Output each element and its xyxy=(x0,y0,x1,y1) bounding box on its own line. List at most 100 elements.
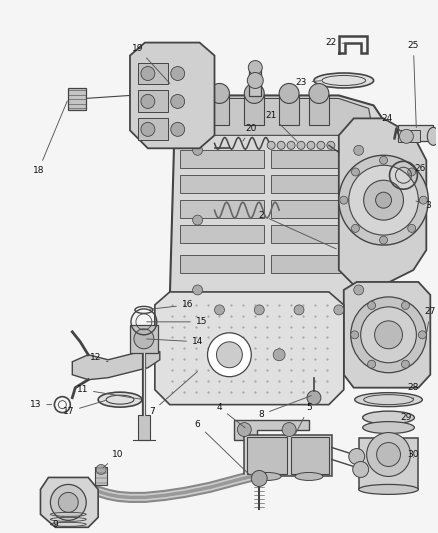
Polygon shape xyxy=(130,43,215,148)
Circle shape xyxy=(307,141,315,149)
Text: 19: 19 xyxy=(132,44,170,84)
Circle shape xyxy=(297,141,305,149)
Circle shape xyxy=(193,285,202,295)
Text: 11: 11 xyxy=(77,385,141,399)
Circle shape xyxy=(351,297,426,373)
Circle shape xyxy=(96,464,106,474)
Circle shape xyxy=(418,331,426,339)
Circle shape xyxy=(353,462,369,478)
Circle shape xyxy=(279,84,299,103)
Text: 7: 7 xyxy=(149,372,198,416)
Text: 5: 5 xyxy=(295,403,312,434)
Bar xyxy=(180,225,264,243)
Circle shape xyxy=(367,360,376,368)
Bar xyxy=(249,69,261,96)
Text: 4: 4 xyxy=(217,403,245,428)
Circle shape xyxy=(367,433,410,477)
Circle shape xyxy=(354,215,364,225)
Circle shape xyxy=(351,224,360,232)
Circle shape xyxy=(254,305,264,315)
Text: 25: 25 xyxy=(408,41,419,127)
Bar xyxy=(68,88,86,110)
Circle shape xyxy=(216,342,242,368)
Text: 12: 12 xyxy=(89,353,108,362)
Circle shape xyxy=(380,236,388,244)
Bar xyxy=(130,325,158,353)
Text: 28: 28 xyxy=(408,383,419,400)
Bar xyxy=(247,437,287,474)
Text: 27: 27 xyxy=(424,308,436,332)
Circle shape xyxy=(209,84,230,103)
Text: 15: 15 xyxy=(147,317,207,326)
Text: 8: 8 xyxy=(258,395,311,419)
Circle shape xyxy=(317,141,325,149)
Circle shape xyxy=(340,196,348,204)
Polygon shape xyxy=(155,292,344,405)
Ellipse shape xyxy=(314,73,374,88)
Circle shape xyxy=(282,423,296,437)
Circle shape xyxy=(244,84,264,103)
Bar xyxy=(138,62,168,84)
Bar xyxy=(138,415,150,440)
Circle shape xyxy=(294,305,304,315)
Text: 24: 24 xyxy=(381,114,401,132)
Bar xyxy=(399,131,420,142)
Circle shape xyxy=(208,333,251,377)
Bar xyxy=(271,255,346,273)
Bar xyxy=(271,150,346,168)
Ellipse shape xyxy=(359,484,418,495)
Bar xyxy=(95,467,107,486)
Ellipse shape xyxy=(355,393,422,407)
Text: 17: 17 xyxy=(63,400,106,416)
Circle shape xyxy=(193,146,202,155)
Circle shape xyxy=(399,130,413,143)
Circle shape xyxy=(277,141,285,149)
Circle shape xyxy=(50,484,86,520)
Circle shape xyxy=(351,168,360,176)
Circle shape xyxy=(408,168,416,176)
Circle shape xyxy=(402,302,410,310)
Circle shape xyxy=(374,321,403,349)
Text: 21: 21 xyxy=(265,111,297,141)
Circle shape xyxy=(141,67,155,80)
Polygon shape xyxy=(344,282,430,387)
Text: 20: 20 xyxy=(243,124,257,141)
Ellipse shape xyxy=(253,472,281,480)
Circle shape xyxy=(351,331,359,339)
Circle shape xyxy=(309,84,329,103)
Circle shape xyxy=(141,123,155,136)
Text: 14: 14 xyxy=(147,337,203,346)
Text: 30: 30 xyxy=(408,450,419,459)
Circle shape xyxy=(171,67,185,80)
Bar xyxy=(180,150,264,168)
Ellipse shape xyxy=(427,127,438,146)
Circle shape xyxy=(354,146,364,155)
Circle shape xyxy=(402,360,410,368)
Polygon shape xyxy=(185,99,374,135)
Circle shape xyxy=(376,192,392,208)
Ellipse shape xyxy=(98,392,142,407)
Text: 13: 13 xyxy=(30,400,52,409)
Circle shape xyxy=(408,224,416,232)
Bar xyxy=(309,95,329,125)
Circle shape xyxy=(349,165,418,235)
Circle shape xyxy=(171,123,185,136)
Bar xyxy=(399,125,433,141)
Bar xyxy=(138,118,168,140)
Bar xyxy=(271,225,346,243)
Circle shape xyxy=(248,61,262,75)
Circle shape xyxy=(380,156,388,164)
Circle shape xyxy=(171,94,185,108)
Circle shape xyxy=(141,94,155,108)
Circle shape xyxy=(360,307,417,363)
Bar xyxy=(359,438,418,489)
Text: 9: 9 xyxy=(53,516,64,529)
Circle shape xyxy=(334,305,344,315)
Polygon shape xyxy=(40,478,98,527)
Text: 26: 26 xyxy=(409,164,426,174)
Ellipse shape xyxy=(363,411,414,424)
Polygon shape xyxy=(170,95,384,330)
Circle shape xyxy=(193,215,202,225)
Circle shape xyxy=(419,196,427,204)
Circle shape xyxy=(287,141,295,149)
